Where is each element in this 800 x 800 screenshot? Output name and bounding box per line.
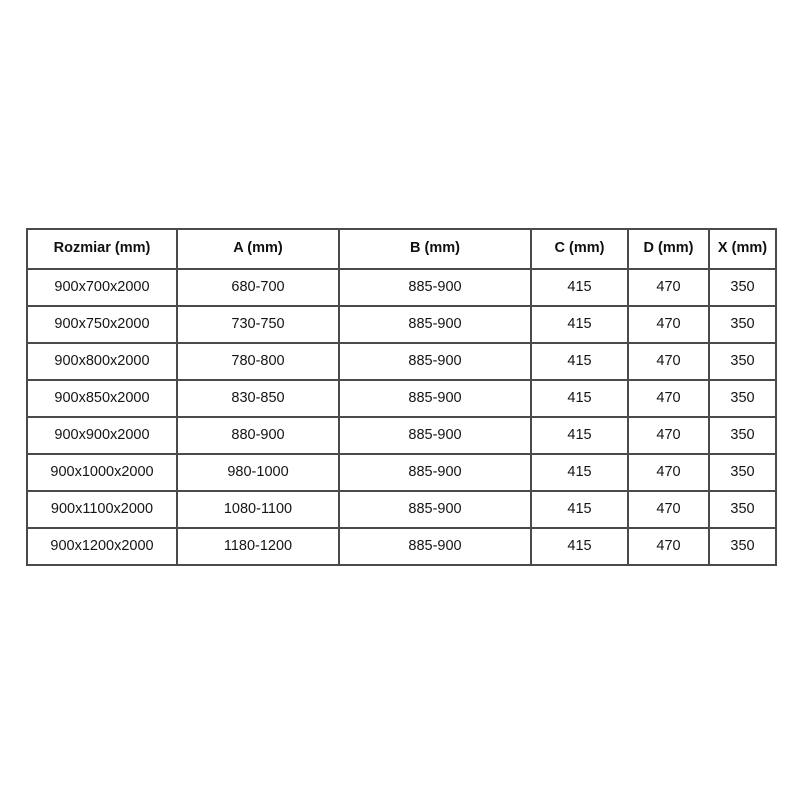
column-header-b: B (mm) [338, 228, 532, 270]
cell-b: 885-900 [338, 453, 532, 492]
cell-c: 415 [530, 268, 629, 307]
cell-a: 1080-1100 [176, 490, 340, 529]
cell-b: 885-900 [338, 268, 532, 307]
cell-d: 470 [627, 379, 710, 418]
column-header-c: C (mm) [530, 228, 629, 270]
cell-size: 900x800x2000 [26, 342, 178, 381]
cell-b: 885-900 [338, 305, 532, 344]
cell-b: 885-900 [338, 527, 532, 566]
cell-c: 415 [530, 342, 629, 381]
table-row: 900x800x2000 780-800 885-900 415 470 350 [26, 342, 777, 381]
cell-b: 885-900 [338, 379, 532, 418]
cell-d: 470 [627, 305, 710, 344]
cell-c: 415 [530, 379, 629, 418]
cell-x: 350 [708, 453, 777, 492]
table-row: 900x1200x2000 1180-1200 885-900 415 470 … [26, 527, 777, 566]
table-row: 900x700x2000 680-700 885-900 415 470 350 [26, 268, 777, 307]
cell-size: 900x1000x2000 [26, 453, 178, 492]
specification-table-container: Rozmiar (mm) A (mm) B (mm) C (mm) D (mm)… [26, 228, 777, 566]
cell-size: 900x850x2000 [26, 379, 178, 418]
column-header-d: D (mm) [627, 228, 710, 270]
column-header-size: Rozmiar (mm) [26, 228, 178, 270]
cell-d: 470 [627, 342, 710, 381]
cell-x: 350 [708, 490, 777, 529]
cell-c: 415 [530, 305, 629, 344]
cell-size: 900x750x2000 [26, 305, 178, 344]
cell-size: 900x700x2000 [26, 268, 178, 307]
cell-b: 885-900 [338, 342, 532, 381]
table-row: 900x900x2000 880-900 885-900 415 470 350 [26, 416, 777, 455]
table-header-row: Rozmiar (mm) A (mm) B (mm) C (mm) D (mm)… [26, 228, 777, 270]
column-header-x: X (mm) [708, 228, 777, 270]
table-row: 900x1100x2000 1080-1100 885-900 415 470 … [26, 490, 777, 529]
cell-a: 830-850 [176, 379, 340, 418]
cell-a: 680-700 [176, 268, 340, 307]
column-header-a: A (mm) [176, 228, 340, 270]
cell-a: 980-1000 [176, 453, 340, 492]
cell-size: 900x900x2000 [26, 416, 178, 455]
cell-x: 350 [708, 379, 777, 418]
cell-c: 415 [530, 416, 629, 455]
cell-size: 900x1200x2000 [26, 527, 178, 566]
table-header: Rozmiar (mm) A (mm) B (mm) C (mm) D (mm)… [26, 228, 777, 270]
cell-c: 415 [530, 527, 629, 566]
table-row: 900x1000x2000 980-1000 885-900 415 470 3… [26, 453, 777, 492]
cell-a: 730-750 [176, 305, 340, 344]
cell-b: 885-900 [338, 416, 532, 455]
cell-size: 900x1100x2000 [26, 490, 178, 529]
cell-d: 470 [627, 416, 710, 455]
cell-x: 350 [708, 527, 777, 566]
cell-b: 885-900 [338, 490, 532, 529]
cell-x: 350 [708, 305, 777, 344]
cell-c: 415 [530, 490, 629, 529]
cell-d: 470 [627, 527, 710, 566]
cell-x: 350 [708, 416, 777, 455]
table-row: 900x850x2000 830-850 885-900 415 470 350 [26, 379, 777, 418]
cell-a: 1180-1200 [176, 527, 340, 566]
cell-d: 470 [627, 453, 710, 492]
cell-d: 470 [627, 490, 710, 529]
table-body: 900x700x2000 680-700 885-900 415 470 350… [26, 268, 777, 566]
cell-a: 880-900 [176, 416, 340, 455]
cell-d: 470 [627, 268, 710, 307]
dimensions-specification-table: Rozmiar (mm) A (mm) B (mm) C (mm) D (mm)… [26, 228, 777, 566]
cell-x: 350 [708, 268, 777, 307]
cell-a: 780-800 [176, 342, 340, 381]
table-row: 900x750x2000 730-750 885-900 415 470 350 [26, 305, 777, 344]
cell-x: 350 [708, 342, 777, 381]
cell-c: 415 [530, 453, 629, 492]
